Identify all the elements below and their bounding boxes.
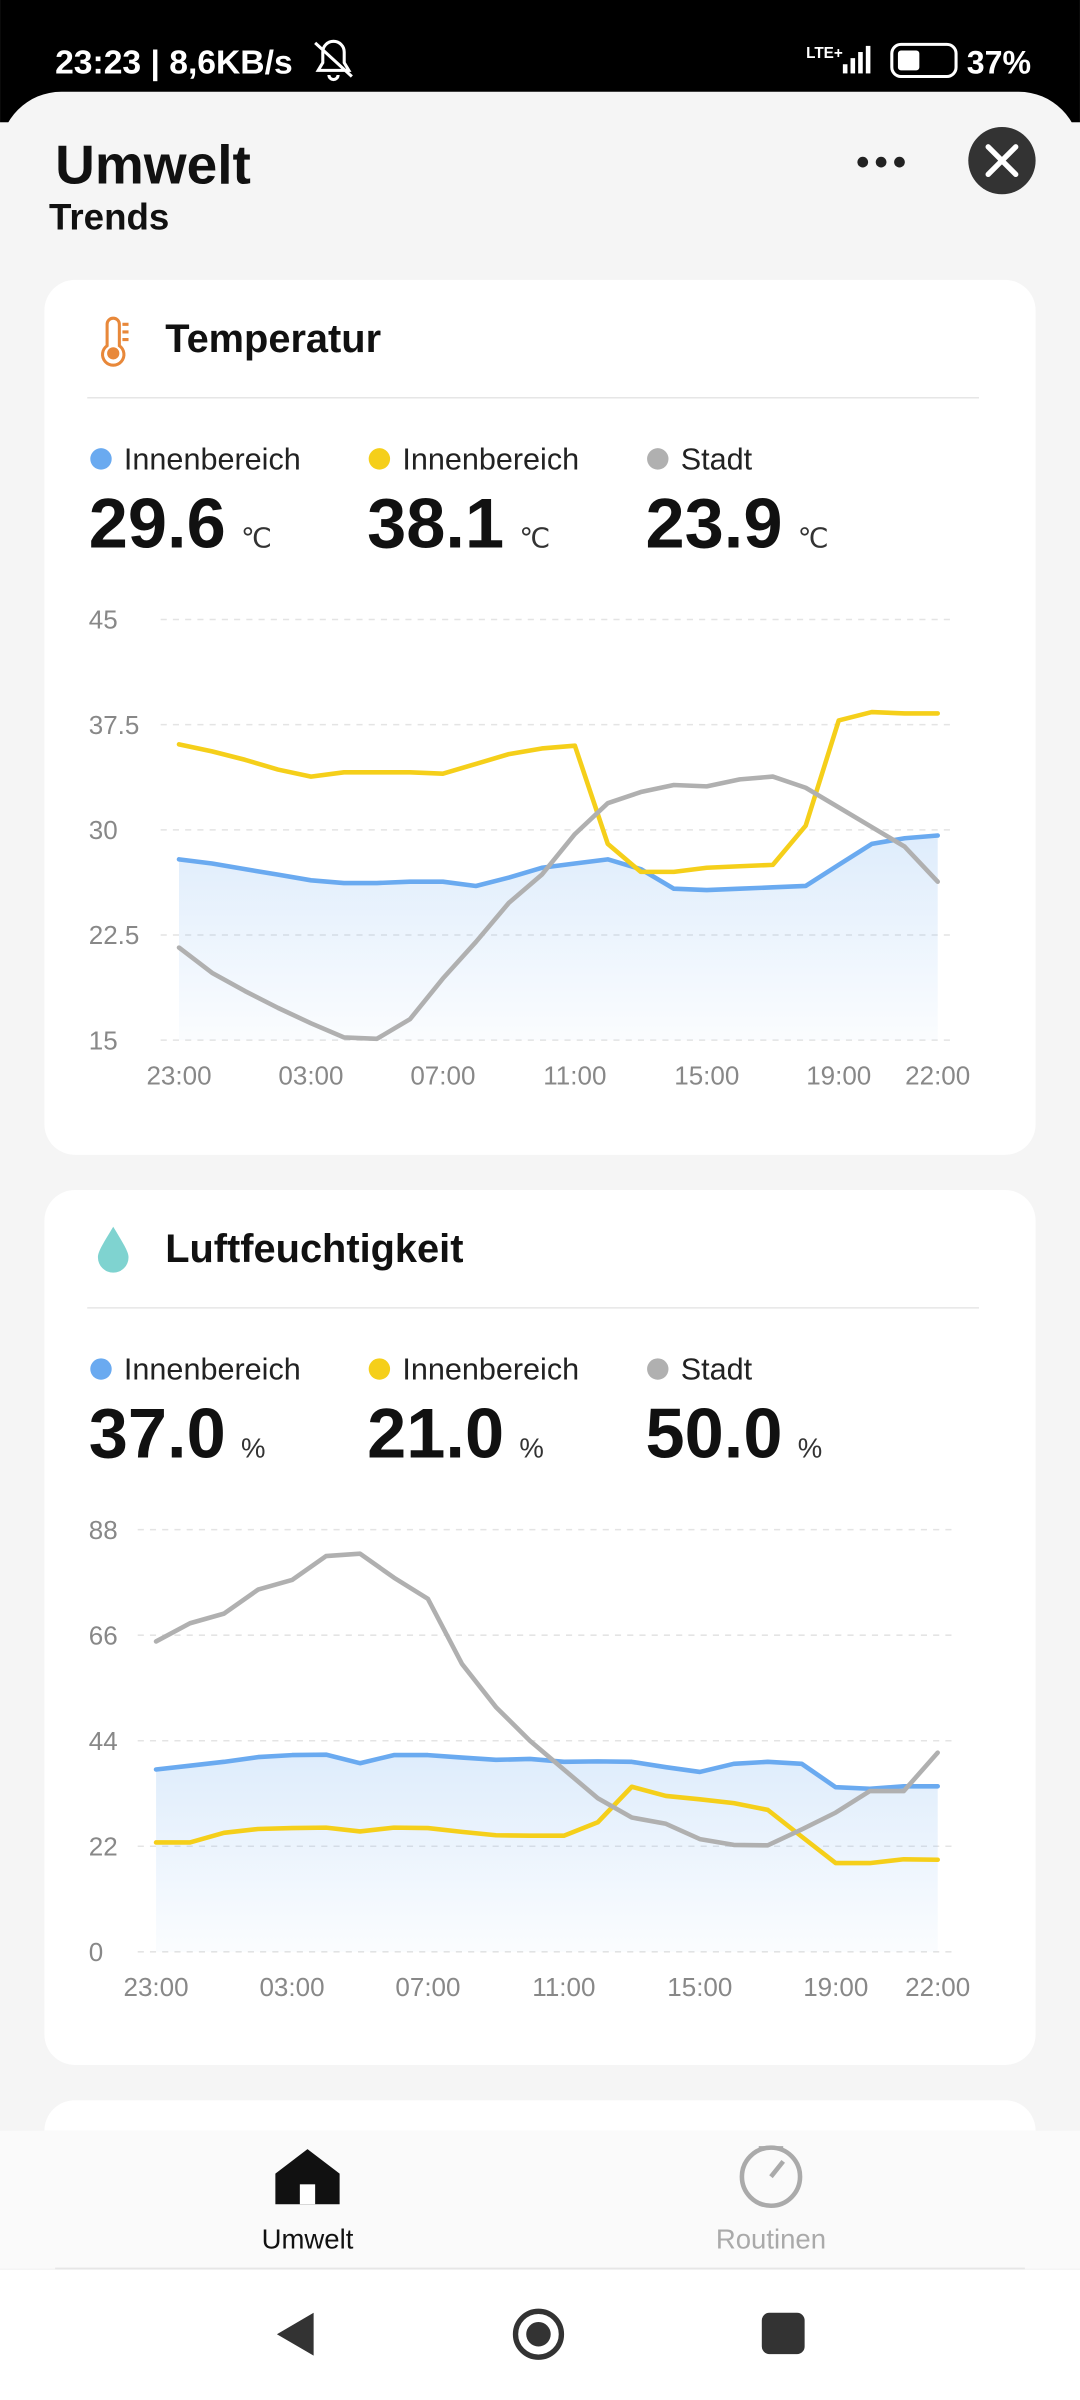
close-button[interactable] — [968, 126, 1036, 195]
legend-dot — [90, 1358, 112, 1380]
nav-item[interactable]: Umwelt — [262, 2224, 354, 2255]
signal-icon — [842, 45, 871, 74]
line — [176, 833, 940, 893]
readout-unit: % — [519, 1433, 543, 1464]
legend-label: Innenbereich — [402, 1353, 579, 1387]
nav-home-icon[interactable] — [275, 2149, 340, 2205]
readout-value: 50.0 — [646, 1394, 783, 1473]
y-tick-label: 44 — [89, 1726, 118, 1756]
scroll-content: Trends Temperatur Innenbereich 29.6 ℃ Innenb… — [44, 196, 1036, 2131]
legend-dot — [647, 1358, 669, 1380]
x-tick-label: 23:00 — [146, 1061, 211, 1091]
readout-value: 38.1 — [367, 484, 504, 563]
card — [44, 2100, 1036, 2131]
battery-icon — [890, 42, 958, 79]
readout-value: 37.0 — [89, 1394, 226, 1473]
y-tick-label: 30 — [89, 815, 118, 845]
x-tick-label: 15:00 — [667, 1972, 732, 2002]
readout-value: 29.6 — [89, 484, 226, 563]
y-tick-label: 15 — [89, 1025, 118, 1055]
line — [176, 709, 940, 875]
home-button[interactable] — [512, 2308, 565, 2360]
readout-unit: % — [241, 1433, 265, 1464]
droplet-icon — [97, 1226, 129, 1273]
x-tick-label: 11:00 — [532, 1972, 595, 2002]
x-tick-label: 07:00 — [395, 1972, 460, 2002]
y-tick-label: 88 — [89, 1515, 118, 1545]
more-button[interactable] — [857, 156, 905, 168]
y-tick-label: 0 — [89, 1937, 103, 1967]
area — [179, 835, 938, 1041]
line — [153, 1551, 940, 1848]
x-tick-label: 19:00 — [806, 1061, 871, 1091]
readout-unit: % — [798, 1433, 822, 1464]
x-tick-label: 23:00 — [124, 1972, 189, 2002]
card-title: Luftfeuchtigkeit — [165, 1227, 463, 1271]
legend-dot — [90, 448, 112, 470]
network: LTE+ — [806, 45, 843, 62]
legend-label: Innenbereich — [124, 443, 301, 477]
nav-bar — [0, 2130, 1080, 2269]
nav-item[interactable]: Routinen — [716, 2224, 826, 2255]
y-tick-label: 22 — [89, 1831, 118, 1861]
line — [153, 1752, 940, 1792]
thermometer-icon — [101, 316, 129, 367]
y-tick-label: 66 — [89, 1620, 118, 1650]
battery-level — [897, 50, 920, 71]
section-title: Trends — [49, 196, 169, 237]
line — [176, 774, 940, 1042]
legend-dot — [368, 1358, 391, 1380]
y-tick-label: 37.5 — [89, 710, 140, 740]
x-tick-label: 07:00 — [410, 1061, 475, 1091]
line — [153, 1784, 940, 1866]
x-tick-label: 03:00 — [278, 1061, 343, 1091]
legend-label: Stadt — [681, 443, 753, 477]
x-tick-label: 11:00 — [543, 1061, 606, 1091]
readout-unit: ℃ — [519, 523, 550, 554]
x-tick-label: 22:00 — [905, 1061, 970, 1091]
legend-label: Innenbereich — [402, 443, 579, 477]
x-tick-label: 03:00 — [259, 1972, 324, 2002]
card-title: Temperatur — [165, 317, 381, 361]
readout-value: 23.9 — [646, 484, 783, 563]
legend-label: Innenbereich — [124, 1353, 301, 1387]
battery: 37% — [967, 44, 1031, 80]
legend-label: Stadt — [681, 1353, 753, 1387]
back-button[interactable] — [276, 2312, 314, 2356]
nav-routines-icon[interactable] — [739, 2145, 803, 2209]
x-tick-label: 15:00 — [674, 1061, 739, 1091]
y-tick-label: 45 — [89, 605, 118, 635]
readout-unit: ℃ — [241, 523, 272, 554]
y-tick-label: 22.5 — [89, 920, 140, 950]
mute-icon — [314, 39, 353, 82]
readout-value: 21.0 — [367, 1394, 504, 1473]
status-time: 23:23 | 8,6KB/s — [55, 44, 293, 81]
readout-unit: ℃ — [798, 523, 829, 554]
x-tick-label: 22:00 — [905, 1972, 970, 2002]
x-tick-label: 19:00 — [803, 1972, 868, 2002]
header-title: Umwelt — [55, 134, 251, 196]
legend-dot — [368, 448, 391, 470]
recents-button[interactable] — [761, 2312, 805, 2355]
legend-dot — [647, 448, 669, 470]
